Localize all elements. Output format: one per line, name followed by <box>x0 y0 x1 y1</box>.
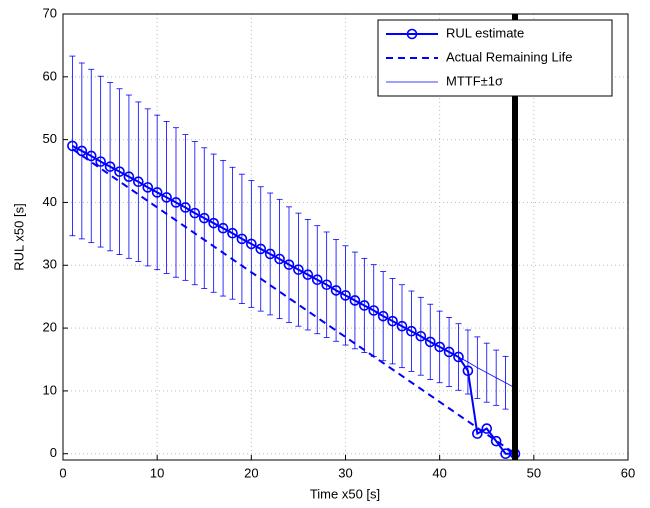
marker <box>368 305 380 316</box>
marker <box>443 346 455 358</box>
error-bar <box>502 355 509 410</box>
marker <box>217 222 229 234</box>
error-bar <box>474 336 481 399</box>
y-tick-label: 40 <box>43 194 57 209</box>
line <box>71 145 515 455</box>
y-tick-label: 20 <box>43 320 57 335</box>
marker <box>123 171 135 182</box>
marker <box>104 161 116 172</box>
y-tick-label: 60 <box>43 68 57 83</box>
y-axis-label: RUL x50 [s] <box>11 203 26 270</box>
x-tick-label: 0 <box>59 465 66 480</box>
error-bar <box>493 349 500 406</box>
x-tick-label: 40 <box>432 465 446 480</box>
y-tick-label: 50 <box>43 131 57 146</box>
marker <box>76 145 88 157</box>
marker <box>340 290 351 301</box>
marker <box>151 187 163 198</box>
marker <box>208 217 219 229</box>
marker <box>434 341 445 353</box>
marker <box>311 274 323 286</box>
marker <box>359 300 370 311</box>
marker <box>189 207 201 219</box>
marker <box>264 248 276 260</box>
y-tick-label: 0 <box>50 445 57 460</box>
marker <box>170 197 182 208</box>
marker <box>302 269 314 280</box>
marker <box>462 365 474 377</box>
dashed-line <box>71 148 516 455</box>
marker <box>95 156 106 167</box>
marker <box>396 320 408 332</box>
marker <box>321 279 332 291</box>
x-tick-label: 20 <box>244 465 258 480</box>
legend-label: MTTF±1σ <box>446 73 503 88</box>
marker <box>227 227 238 239</box>
marker <box>283 259 295 270</box>
x-tick-label: 60 <box>621 465 635 480</box>
x-tick-label: 30 <box>338 465 352 480</box>
marker <box>330 285 342 296</box>
x-tick-label: 10 <box>150 465 164 480</box>
marker <box>236 233 248 245</box>
marker <box>377 310 389 322</box>
legend-label: RUL estimate <box>446 25 524 40</box>
marker <box>349 295 361 306</box>
marker <box>246 238 257 250</box>
marker <box>85 150 97 162</box>
marker <box>255 243 267 255</box>
marker <box>274 253 285 265</box>
marker <box>114 166 125 177</box>
marker <box>198 212 210 224</box>
marker <box>387 315 398 327</box>
marker <box>472 428 483 439</box>
plot-frame <box>62 13 629 461</box>
legend-label: Actual Remaining Life <box>446 49 572 64</box>
x-axis-label: Time x50 [s] <box>310 486 380 501</box>
legend-marker <box>406 28 418 40</box>
y-tick-label: 30 <box>43 257 57 272</box>
marker <box>453 351 464 363</box>
marker <box>481 423 493 434</box>
marker <box>406 325 417 337</box>
y-tick-label: 70 <box>43 5 57 20</box>
marker <box>415 330 427 342</box>
marker <box>161 192 172 203</box>
marker <box>133 176 144 188</box>
marker <box>293 264 304 275</box>
error-bar <box>464 329 471 395</box>
x-tick-label: 50 <box>527 465 541 480</box>
error-bar <box>483 342 490 403</box>
y-tick-label: 10 <box>43 382 57 397</box>
marker <box>180 202 191 213</box>
marker <box>490 435 502 447</box>
marker <box>424 336 436 348</box>
marker <box>67 140 78 152</box>
marker <box>142 182 154 193</box>
